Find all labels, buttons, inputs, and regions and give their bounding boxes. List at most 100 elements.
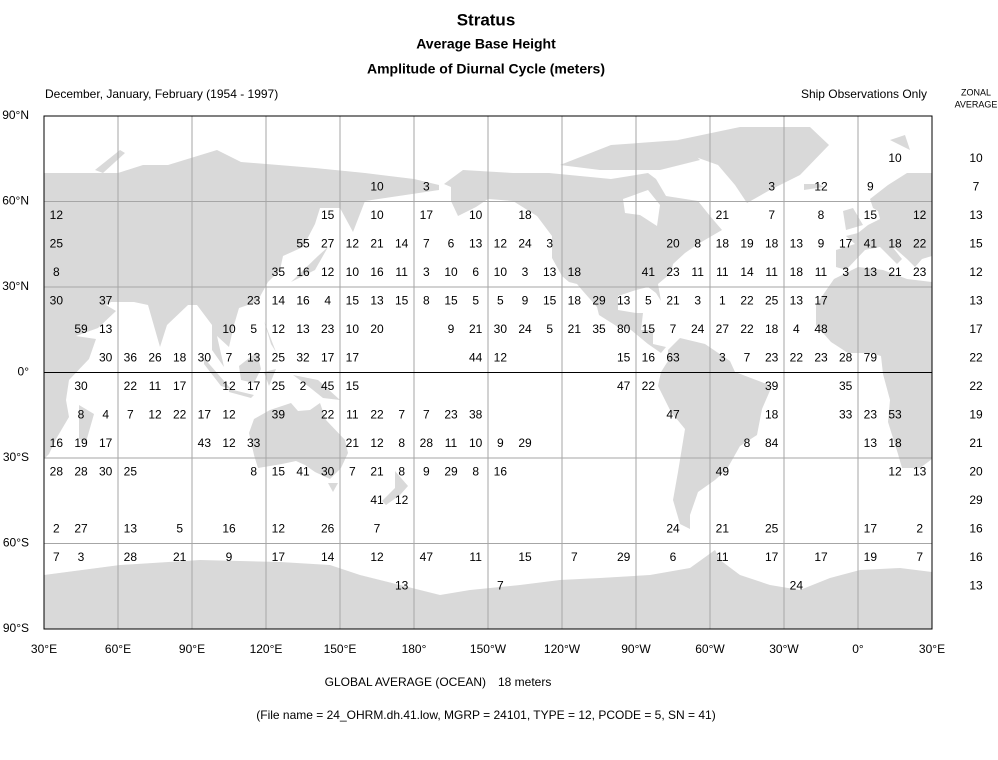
cell-value: 11 [445, 436, 458, 450]
cell-value: 5 [645, 293, 652, 307]
cell-value: 17 [839, 236, 853, 250]
cell-value: 25 [765, 293, 779, 307]
cell-value: 8 [78, 407, 85, 421]
cell-value: 6 [472, 265, 479, 279]
cell-value: 17 [272, 550, 286, 564]
cell-value: 17 [99, 436, 113, 450]
cell-value: 15 [395, 293, 409, 307]
cell-value: 16 [222, 521, 236, 535]
cell-value: 23 [247, 293, 261, 307]
cell-value: 10 [370, 208, 384, 222]
cell-value: 16 [370, 265, 384, 279]
cell-value: 18 [518, 208, 532, 222]
cell-value: 13 [247, 350, 261, 364]
cell-value: 38 [469, 407, 483, 421]
zonal-average: 20 [969, 464, 983, 478]
cell-value: 10 [222, 322, 236, 336]
cell-value: 10 [370, 179, 384, 193]
cell-value: 21 [370, 464, 384, 478]
cell-value: 7 [497, 578, 504, 592]
cell-value: 23 [666, 265, 680, 279]
cell-value: 28 [839, 350, 853, 364]
cell-value: 20 [370, 322, 384, 336]
zonal-average: 16 [969, 550, 983, 564]
latitude-label: 0° [18, 365, 30, 379]
cell-value: 18 [888, 236, 902, 250]
latitude-label: 30°N [2, 279, 29, 293]
cell-value: 12 [50, 208, 64, 222]
cell-value: 15 [346, 293, 360, 307]
global-average: 18 meters [498, 675, 551, 689]
cell-value: 5 [497, 293, 504, 307]
cell-value: 3 [719, 350, 726, 364]
cell-value: 7 [226, 350, 233, 364]
cell-value: 63 [666, 350, 680, 364]
zonal-average: 7 [973, 179, 980, 193]
cell-value: 24 [518, 322, 532, 336]
cell-value: 11 [765, 265, 778, 279]
cell-value: 5 [176, 521, 183, 535]
cell-value: 7 [571, 550, 578, 564]
cell-value: 28 [124, 550, 138, 564]
cell-value: 21 [346, 436, 360, 450]
cell-value: 10 [494, 265, 508, 279]
cell-value: 12 [222, 407, 236, 421]
cell-value: 9 [448, 322, 455, 336]
cell-value: 24 [518, 236, 532, 250]
cell-value: 12 [272, 521, 286, 535]
latitude-label: 60°S [3, 536, 29, 550]
cell-value: 36 [124, 350, 138, 364]
cell-value: 13 [370, 293, 384, 307]
cell-value: 3 [423, 265, 430, 279]
zonal-average: 21 [969, 436, 983, 450]
cell-value: 16 [296, 293, 310, 307]
cell-value: 8 [53, 265, 60, 279]
cell-value: 22 [790, 350, 804, 364]
cell-value: 11 [691, 265, 704, 279]
cell-value: 22 [740, 293, 754, 307]
cell-value: 3 [768, 179, 775, 193]
cell-value: 8 [250, 464, 257, 478]
cell-value: 55 [296, 236, 310, 250]
cell-value: 33 [839, 407, 853, 421]
cell-value: 4 [102, 407, 109, 421]
longitude-label: 150°E [324, 642, 357, 656]
zonal-average: 13 [969, 578, 983, 592]
cell-value: 15 [321, 208, 335, 222]
cell-value: 22 [740, 322, 754, 336]
cell-value: 11 [395, 265, 408, 279]
cell-value: 2 [53, 521, 60, 535]
cell-value: 11 [716, 550, 729, 564]
cell-value: 15 [518, 550, 532, 564]
cell-value: 10 [469, 436, 483, 450]
cell-value: 2 [916, 521, 923, 535]
cell-value: 17 [765, 550, 779, 564]
cell-value: 7 [53, 550, 60, 564]
cell-value: 24 [666, 521, 680, 535]
cell-value: 5 [546, 322, 553, 336]
cell-value: 22 [642, 379, 656, 393]
title: Stratus [457, 10, 516, 29]
cell-value: 3 [78, 550, 85, 564]
cell-value: 30 [99, 464, 113, 478]
cell-value: 80 [617, 322, 631, 336]
cell-value: 30 [74, 379, 88, 393]
cell-value: 15 [864, 208, 878, 222]
cell-value: 47 [666, 407, 680, 421]
cell-value: 12 [395, 493, 409, 507]
cell-value: 10 [444, 265, 458, 279]
cell-value: 19 [74, 436, 88, 450]
cell-value: 21 [173, 550, 187, 564]
cell-value: 19 [864, 550, 878, 564]
cell-value: 12 [370, 550, 384, 564]
latitude-label: 30°S [3, 450, 29, 464]
cell-value: 30 [321, 464, 335, 478]
cell-value: 7 [423, 407, 430, 421]
cell-value: 7 [127, 407, 134, 421]
zonal-average: 10 [969, 151, 983, 165]
cell-value: 13 [124, 521, 138, 535]
longitude-label: 30°E [919, 642, 945, 656]
cell-value: 18 [568, 265, 582, 279]
cell-value: 15 [444, 293, 458, 307]
cell-value: 8 [398, 436, 405, 450]
